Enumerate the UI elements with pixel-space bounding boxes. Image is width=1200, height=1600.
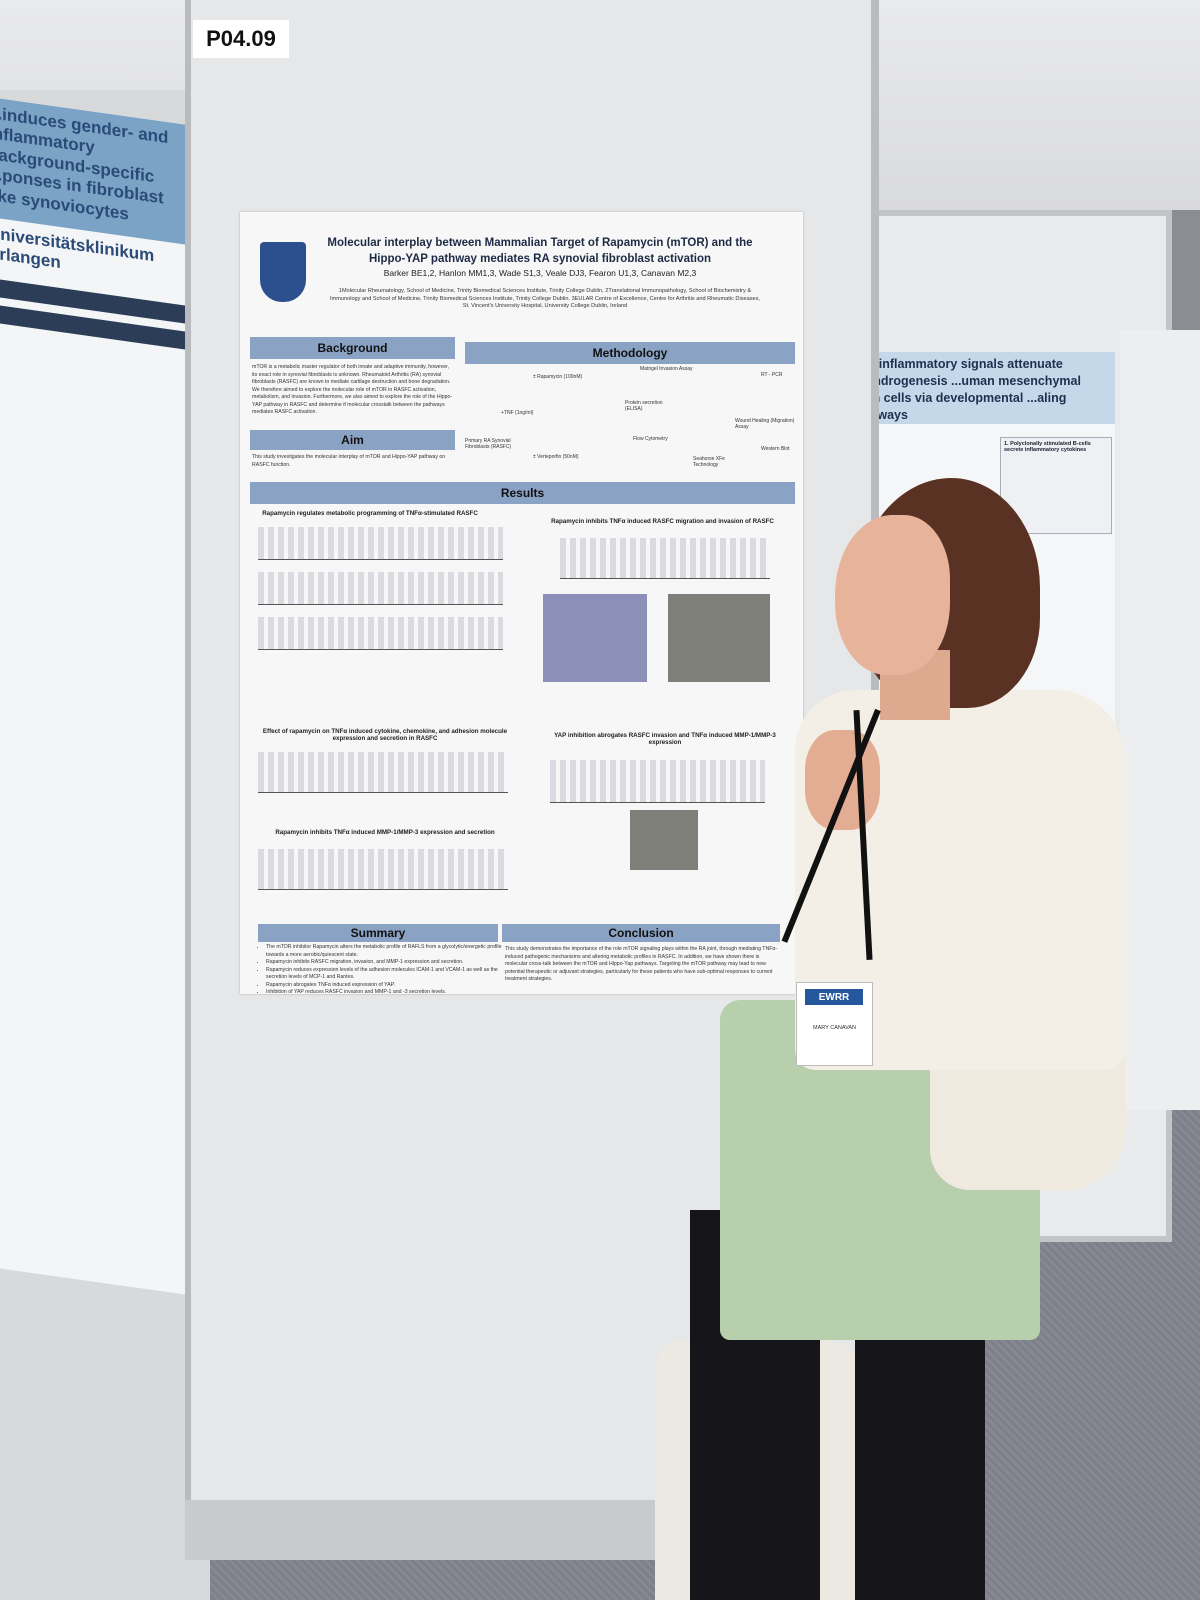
poster-authors: Barker BE1,2, Hanlon MM1,3, Wade S1,3, V…	[383, 268, 697, 278]
right-poster-box-title: 1. Polyclonally stimulated B-cells secre…	[1004, 441, 1091, 453]
summary-point: Rapamycin abrogates TNFα induced express…	[266, 982, 506, 990]
result-figure-metabolic-row2	[258, 572, 503, 605]
conference-name-badge: EWRR MARY CANAVAN	[796, 982, 873, 1066]
result-figure-metabolic-row1	[258, 527, 503, 560]
method-label-rapamycin: ± Rapamycin (100nM)	[533, 374, 583, 380]
summary-point: Rapamycin inhibits RASFC migration, inva…	[266, 959, 506, 967]
research-poster: Molecular interplay between Mammalian Ta…	[240, 212, 803, 997]
result-figure-cytokine	[258, 752, 508, 793]
method-label-verteporfin: ± Verteporfin (50nM)	[533, 454, 579, 460]
method-label-seahorse: Seahorse XFe Technology	[693, 456, 725, 468]
summary-point: Inhibition of YAP reduces RASFC invasion…	[266, 989, 506, 997]
left-poster: ...induces gender- and inflammatory back…	[0, 94, 193, 1296]
aim-text: This study investigates the molecular in…	[252, 454, 446, 468]
method-label-wound: Wound Healing (Migration) Assay	[735, 418, 795, 430]
ewrr-logo: EWRR	[805, 989, 863, 1005]
right-poster-title: ...ell inflammatory signals attenuate ch…	[845, 352, 1115, 424]
board-number-label: P04.09	[193, 20, 289, 58]
summary-point: Rapamycin reduces expression levels of t…	[266, 967, 506, 982]
section-header-results: Results	[250, 482, 795, 504]
method-label-western: Western Blot	[761, 446, 790, 452]
invasion-micrograph	[543, 594, 647, 682]
poster-title: Molecular interplay between Mammalian Ta…	[327, 237, 753, 265]
section-header-background: Background	[250, 337, 455, 359]
far-right-board	[1120, 330, 1200, 1110]
person-face	[835, 515, 950, 675]
wound-healing-micrograph	[668, 594, 770, 682]
summary-point: The mTOR inhibitor Rapamycin alters the …	[266, 944, 506, 959]
section-header-conclusion: Conclusion	[502, 924, 780, 942]
method-label-fibroblasts: Primary RA Synovial Fibroblasts (RASFC)	[465, 438, 512, 450]
method-label-protein: Protein secretion (ELISA)	[625, 400, 663, 412]
result-heading-cytokine: Effect of rapamycin on TNFα induced cyto…	[262, 728, 508, 742]
result-figure-metabolic-row3	[258, 617, 503, 650]
background-text: mTOR is a metabolic master regulator of …	[252, 364, 453, 416]
result-figure-migration	[560, 538, 770, 579]
method-label-rtpcr: RT - PCR	[761, 372, 783, 378]
method-label-matrigel: Matrigel Invasion Assay	[640, 366, 693, 372]
conclusion-text: This study demonstrates the importance o…	[505, 946, 778, 983]
yap-micrograph	[630, 810, 698, 870]
section-header-aim: Aim	[250, 430, 455, 450]
method-label-tnf: +TNF (1ng/ml)	[501, 410, 534, 416]
result-heading-mmp: Rapamycin inhibits TNFα induced MMP-1/MM…	[275, 829, 495, 836]
result-figure-yap	[550, 760, 765, 803]
poster-affiliations: 1Molecular Rheumatology, School of Medic…	[330, 288, 760, 310]
university-crest-icon	[260, 242, 306, 302]
section-header-methodology: Methodology	[465, 342, 795, 364]
person-hand	[805, 730, 880, 830]
summary-list: The mTOR inhibitor Rapamycin alters the …	[258, 944, 506, 997]
section-header-summary: Summary	[258, 924, 498, 942]
result-heading-migration: Rapamycin inhibits TNFα induced RASFC mi…	[551, 518, 774, 525]
result-figure-mmp	[258, 849, 508, 890]
methodology-diagram: ± Rapamycin (100nM) +TNF (1ng/ml) Primar…	[465, 364, 795, 472]
person-leg-right	[855, 1310, 985, 1600]
result-heading-yap: YAP inhibition abrogates RASFC invasion …	[554, 732, 776, 746]
result-heading-metabolic: Rapamycin regulates metabolic programmin…	[262, 510, 478, 517]
method-label-flow: Flow Cytometry	[633, 436, 668, 442]
badge-name: MARY CANAVAN	[813, 1025, 856, 1031]
